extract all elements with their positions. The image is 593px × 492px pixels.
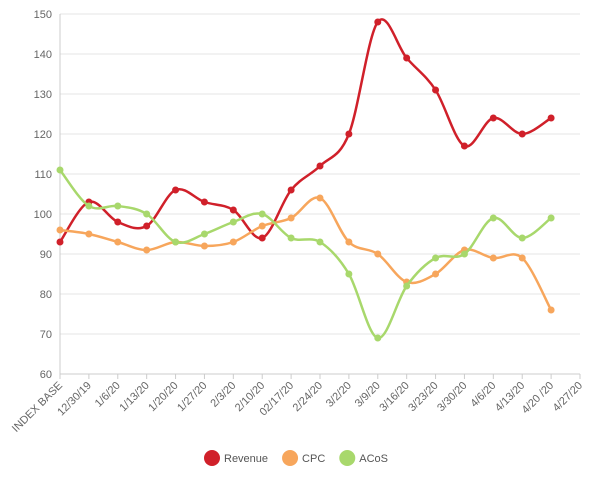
legend-swatch [282, 450, 299, 466]
data-point [258, 210, 266, 218]
x-tick-label: 3/23/20 [406, 380, 440, 414]
data-point [287, 214, 295, 222]
data-point [56, 226, 64, 234]
data-point [432, 254, 440, 262]
data-point [374, 334, 382, 342]
data-point [518, 254, 526, 262]
data-point [547, 306, 555, 314]
data-point [316, 194, 324, 202]
data-point [403, 282, 411, 290]
data-point [143, 210, 151, 218]
data-point [114, 238, 122, 246]
data-point [229, 218, 237, 226]
data-point [85, 230, 93, 238]
y-tick-label: 70 [40, 329, 52, 341]
data-point [258, 234, 266, 242]
data-point [287, 234, 295, 242]
data-point [345, 270, 353, 278]
legend-label: CPC [302, 453, 325, 465]
data-point [172, 238, 180, 246]
data-point [489, 254, 497, 262]
data-point [547, 114, 555, 122]
y-tick-label: 120 [34, 129, 52, 141]
data-point [114, 202, 122, 210]
legend-label: Revenue [224, 453, 268, 465]
x-tick-label: 1/20/20 [146, 380, 180, 414]
legend-label: ACoS [359, 453, 388, 465]
y-tick-label: 80 [40, 289, 52, 301]
x-tick-label: 1/13/20 [117, 380, 151, 414]
data-point [345, 130, 353, 138]
data-point [432, 86, 440, 94]
data-point [172, 186, 180, 194]
data-point [432, 270, 440, 278]
x-tick-label: 1/27/20 [175, 380, 209, 414]
y-tick-label: 130 [34, 89, 52, 101]
y-tick-label: 60 [40, 369, 52, 381]
y-tick-label: 110 [34, 169, 52, 181]
data-point [518, 234, 526, 242]
data-point [345, 238, 353, 246]
data-point [143, 222, 151, 230]
data-point [374, 250, 382, 258]
data-point [229, 238, 237, 246]
data-point [258, 222, 266, 230]
data-point [489, 114, 497, 122]
data-point [316, 238, 324, 246]
data-point [547, 214, 555, 222]
x-tick-label: 4/27/20 [551, 380, 585, 414]
data-point [56, 166, 64, 174]
data-point [460, 142, 468, 150]
x-tick-label: 3/30/20 [435, 380, 469, 414]
data-point [403, 54, 411, 62]
data-point [200, 242, 208, 250]
data-point [229, 206, 237, 214]
data-point [143, 246, 151, 254]
x-tick-label: 2/24/20 [291, 380, 325, 414]
data-point [316, 162, 324, 170]
data-point [460, 250, 468, 258]
data-point [200, 230, 208, 238]
data-point [114, 218, 122, 226]
x-tick-label: 4/20 /20 [520, 380, 557, 417]
legend-swatch [204, 450, 220, 466]
data-point [287, 186, 295, 194]
legend: Revenue CPC ACoS [204, 450, 388, 466]
data-point [374, 18, 382, 26]
legend-swatch [339, 450, 356, 466]
data-point [489, 214, 497, 222]
x-tick-label: 3/2/20 [324, 380, 354, 410]
y-tick-label: 90 [40, 249, 52, 261]
x-tick-label: 3/16/20 [377, 380, 411, 414]
y-tick-label: 140 [34, 49, 52, 61]
y-tick-label: 150 [34, 9, 52, 21]
y-tick-label: 100 [34, 209, 52, 221]
data-point [518, 130, 526, 138]
data-point [85, 202, 93, 210]
data-point [56, 238, 64, 246]
data-point [200, 198, 208, 206]
